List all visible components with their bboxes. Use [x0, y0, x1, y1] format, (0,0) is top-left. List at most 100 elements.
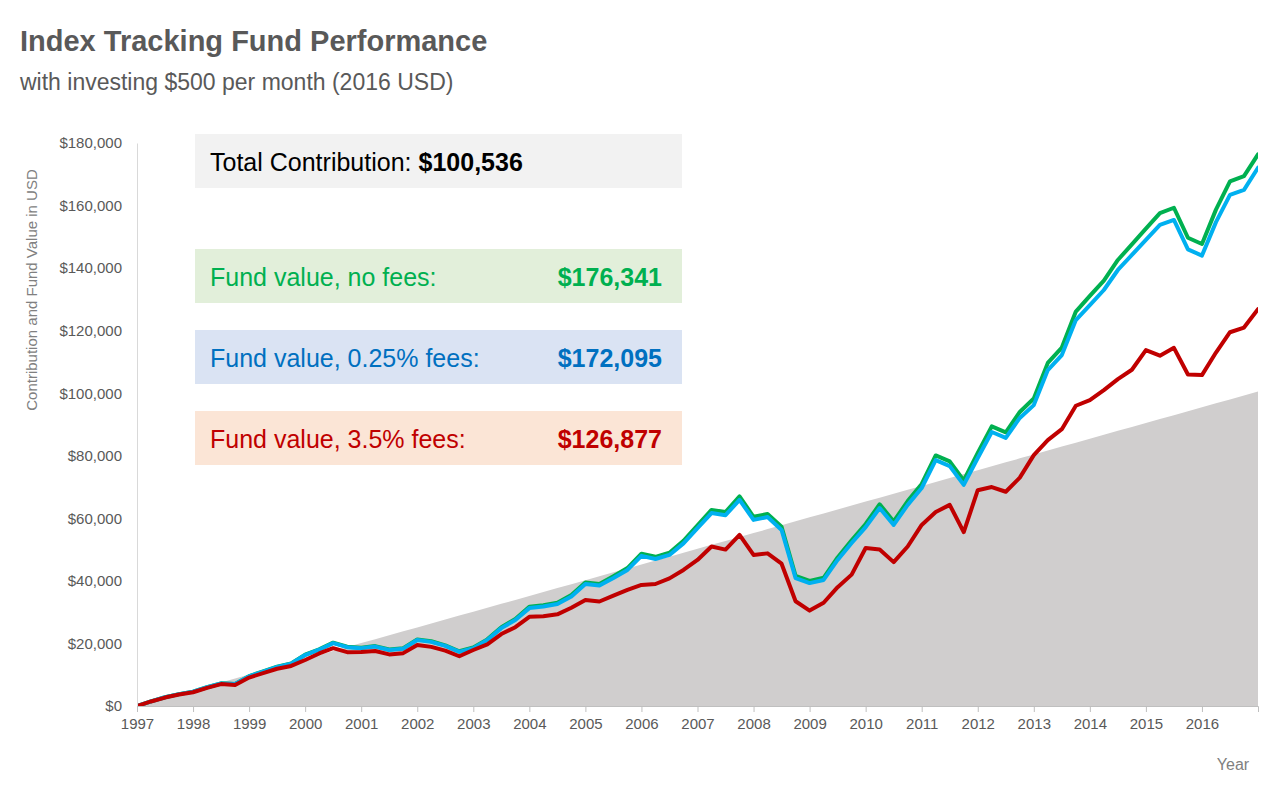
x-tick-label: 2013: [1018, 715, 1051, 732]
legend-item: Total Contribution:$100,536: [195, 134, 682, 188]
legend: Total Contribution:$100,536 Fund value, n…: [195, 134, 682, 465]
x-tick-mark: [698, 706, 699, 712]
x-tick: 2015: [1130, 706, 1163, 732]
y-tick: $0: [105, 697, 137, 714]
background: [0, 0, 1279, 801]
legend-item: Fund value, 0.25% fees:$172,095: [195, 330, 682, 384]
x-tick: 2016: [1186, 706, 1219, 732]
subtitle: with investing $500 per month (2016 USD): [19, 69, 453, 95]
x-tick-label: 2000: [289, 715, 322, 732]
x-tick-mark: [978, 706, 979, 712]
x-tick-mark: [866, 706, 867, 712]
x-tick-label: 2014: [1074, 715, 1107, 732]
x-tick: 2003: [457, 706, 490, 732]
x-tick: 2012: [962, 706, 995, 732]
legend-box: [195, 249, 682, 303]
x-tick-mark: [249, 706, 250, 712]
fund-line: [137, 309, 1258, 706]
y-tick: $20,000: [68, 635, 137, 652]
y-tick-label: $60,000: [68, 510, 122, 527]
x-tick-mark: [361, 706, 362, 712]
x-tick-mark: [1090, 706, 1091, 712]
x-tick-label: 1998: [177, 715, 210, 732]
x-tick: 2000: [289, 706, 322, 732]
x-tick-label: 2010: [849, 715, 882, 732]
y-axis-line: [137, 144, 138, 707]
x-axis: 1997 1998 1999 2000 2001 2002 2003 2004 2005 2006…: [121, 706, 1259, 732]
x-tick-mark: [417, 706, 418, 712]
y-tick: $180,000: [59, 134, 137, 151]
x-tick-mark: [922, 706, 923, 712]
y-axis: $0 $20,000 $40,000 $60,000 $80,000 $100,000 $1…: [59, 134, 137, 714]
x-tick: 2009: [793, 706, 826, 732]
legend-label: Fund value, 3.5% fees:: [210, 425, 466, 453]
x-tick: 2014: [1074, 706, 1107, 732]
x-tick-mark: [305, 706, 306, 712]
y-tick-label: $20,000: [68, 635, 122, 652]
x-tick-mark: [1034, 706, 1035, 712]
y-tick-label: $140,000: [59, 259, 122, 276]
legend-label: Fund value, no fees:: [210, 263, 437, 291]
chart: Index Tracking Fund Performancewith inve…: [0, 0, 1279, 801]
x-axis-title: Year: [1217, 756, 1250, 773]
x-tick-label: 2004: [513, 715, 546, 732]
legend-item: Fund value, 3.5% fees: $126,877: [195, 411, 682, 465]
legend-box: [195, 330, 682, 384]
x-tick-label: 2001: [345, 715, 378, 732]
x-tick-label: 2003: [457, 715, 490, 732]
y-tick-label: $120,000: [59, 322, 122, 339]
x-tick: 2013: [1018, 706, 1051, 732]
x-tick: 1997: [121, 706, 154, 732]
y-tick-label: $80,000: [68, 447, 122, 464]
x-tick-label: 2015: [1130, 715, 1163, 732]
x-tick: 2007: [681, 706, 714, 732]
x-tick-label: 1997: [121, 715, 154, 732]
x-tick-mark: [137, 706, 138, 712]
y-tick-label: $160,000: [59, 197, 122, 214]
legend-value: $176,341: [558, 263, 662, 291]
x-tick-label: 2006: [625, 715, 658, 732]
y-tick: $60,000: [68, 510, 137, 527]
x-tick-label: 2009: [793, 715, 826, 732]
x-tick-mark: [473, 706, 474, 712]
x-tick: 2011: [906, 706, 938, 732]
x-tick: 1999: [233, 706, 266, 732]
x-tick-label: 2005: [569, 715, 602, 732]
x-tick-mark: [1202, 706, 1203, 712]
fund-line: [137, 168, 1258, 706]
y-tick: $100,000: [59, 385, 137, 402]
legend-value: $100,536: [419, 148, 523, 176]
x-tick-mark: [810, 706, 811, 712]
x-tick-label: 2012: [962, 715, 995, 732]
x-tick-label: 2007: [681, 715, 714, 732]
x-tick-label: 2011: [906, 715, 938, 732]
y-tick: $160,000: [59, 197, 137, 214]
y-tick-label: $40,000: [68, 572, 122, 589]
y-tick: $40,000: [68, 572, 137, 589]
x-tick: 2004: [513, 706, 546, 732]
x-tick-label: 2016: [1186, 715, 1219, 732]
fund-line: [137, 154, 1258, 706]
legend-label: Total Contribution:: [210, 148, 412, 176]
y-axis-title: Contribution and Fund Value in USD: [23, 169, 40, 411]
x-tick: 2001: [345, 706, 378, 732]
y-tick-label: $180,000: [59, 134, 122, 151]
x-tick-mark: [754, 706, 755, 712]
legend-box: [195, 411, 682, 465]
y-tick-label: $0: [105, 697, 122, 714]
x-tick-mark: [1146, 706, 1147, 712]
legend-value: $172,095: [558, 344, 662, 372]
y-tick: $140,000: [59, 259, 137, 276]
legend-value: $126,877: [558, 425, 662, 453]
x-tick-label: 2002: [401, 715, 434, 732]
x-tick: 1998: [177, 706, 210, 732]
x-tick-label: 2008: [737, 715, 770, 732]
x-tick-mark: [193, 706, 194, 712]
x-tick: 2008: [737, 706, 770, 732]
legend-text: Total Contribution:$100,536: [210, 148, 523, 176]
x-tick-mark: [641, 706, 642, 712]
x-tick: 2002: [401, 706, 434, 732]
x-tick: 2005: [569, 706, 602, 732]
x-tick-mark: [529, 706, 530, 712]
y-tick: $80,000: [68, 447, 137, 464]
